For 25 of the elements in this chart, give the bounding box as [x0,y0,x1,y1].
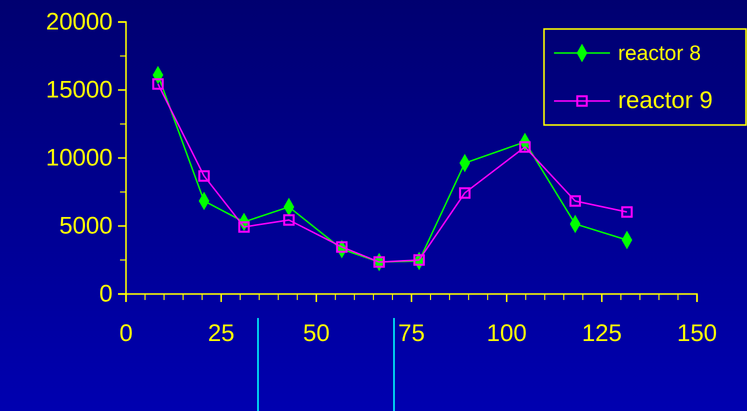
x-tick-label: 150 [676,320,718,347]
point [373,256,385,268]
x-tick-label: 100 [486,320,527,347]
x-tick-label: 125 [582,320,622,347]
point [413,254,425,266]
y-tick-label: 10000 [46,144,113,172]
point [336,241,348,253]
point [283,214,295,226]
point [621,206,633,218]
x-tick-label: 25 [208,320,235,347]
x-tick-label: 0 [119,320,133,347]
legend-label: reactor 8 [618,42,701,65]
point [198,170,210,182]
y-tick-label: 20000 [46,8,113,36]
x-tick-label: 75 [398,320,425,347]
x-tick-label: 50 [302,320,330,347]
y-tick-label: 0 [99,280,113,308]
y-tick-label: 5000 [59,212,113,240]
point [519,141,531,153]
point [569,195,581,207]
point [238,221,250,233]
legend-label: reactor 9 [618,87,713,114]
y-tick-label: 15000 [46,76,113,104]
point [152,78,164,90]
point [459,187,471,199]
